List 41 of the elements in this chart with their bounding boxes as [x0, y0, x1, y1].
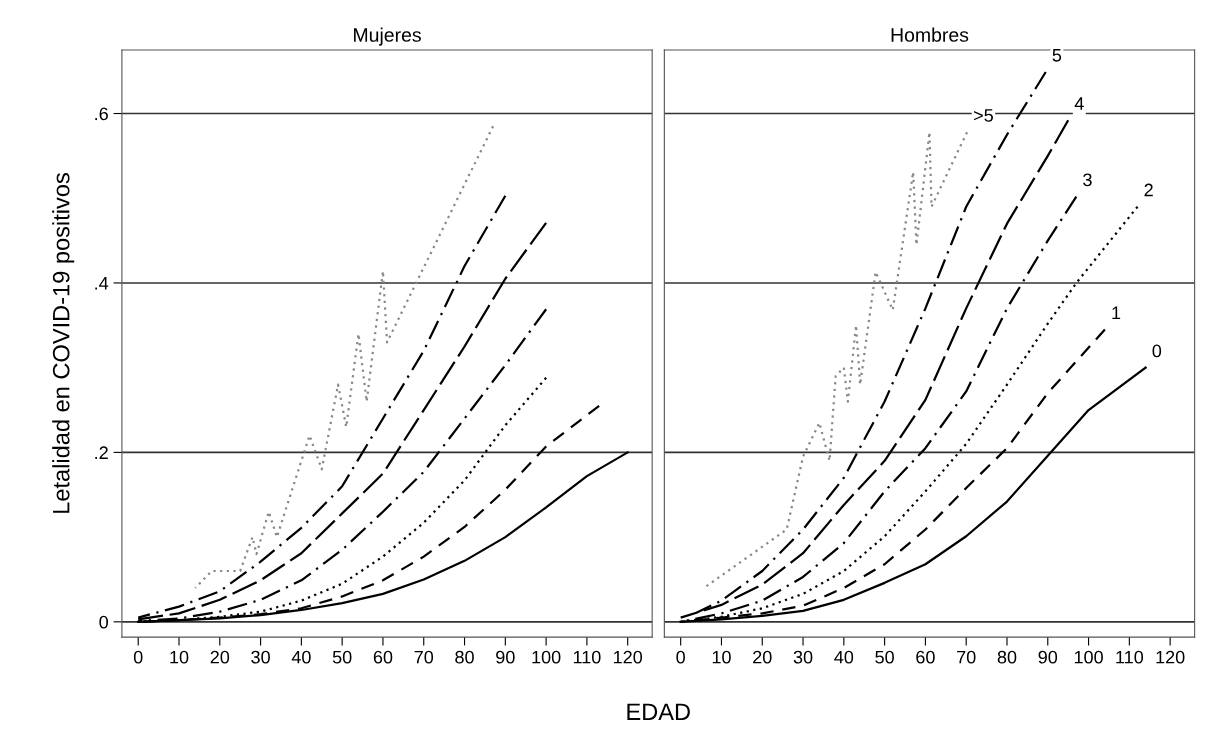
x-axis-title: EDAD — [627, 703, 690, 720]
x-tick-label: 0 — [133, 650, 143, 664]
x-tick-label: 20 — [753, 650, 772, 664]
x-tick-label: 40 — [291, 650, 311, 664]
x-tick-label: 30 — [251, 650, 270, 664]
y-tick-label: .2 — [95, 446, 108, 459]
x-tick-label: 10 — [712, 650, 731, 664]
x-tick-label: 110 — [573, 650, 601, 664]
series-label: 3 — [1083, 173, 1092, 187]
x-tick-label: 50 — [875, 650, 894, 664]
series-label: >5 — [974, 109, 993, 122]
x-tick-label: 100 — [1074, 650, 1103, 664]
series-label: 1 — [1112, 306, 1121, 320]
x-tick-label: 40 — [834, 650, 854, 664]
x-tick-label: 60 — [373, 650, 393, 664]
y-tick-label: .6 — [95, 107, 108, 121]
x-tick-label: 80 — [997, 650, 1017, 664]
y-tick-label: .4 — [95, 277, 109, 290]
series-label: 4 — [1074, 97, 1084, 110]
x-tick-label: 20 — [210, 650, 230, 664]
x-tick-label: 0 — [676, 650, 685, 664]
y-axis-title: Letalidad en COVID-19 positivos — [52, 173, 75, 513]
x-tick-label: 110 — [1116, 650, 1144, 664]
series-label: 0 — [1152, 344, 1162, 358]
x-tick-label: 100 — [532, 650, 561, 664]
chart-title: Hombres — [891, 27, 969, 42]
x-tick-label: 90 — [496, 650, 515, 664]
x-tick-label: 50 — [332, 650, 352, 664]
x-tick-label: 10 — [170, 650, 189, 664]
x-tick-label: 70 — [414, 650, 434, 664]
x-tick-label: 70 — [957, 650, 976, 664]
series-label: 5 — [1052, 49, 1062, 62]
chart-title: Mujeres — [354, 27, 421, 46]
y-tick-label: 0 — [99, 615, 108, 629]
series-label: 2 — [1144, 183, 1153, 197]
x-tick-label: 80 — [455, 650, 474, 664]
x-tick-label: 30 — [793, 650, 813, 664]
x-tick-label: 90 — [1038, 650, 1058, 664]
x-tick-label: 120 — [614, 650, 643, 664]
x-tick-label: 120 — [1156, 650, 1185, 664]
x-tick-label: 60 — [916, 650, 935, 664]
